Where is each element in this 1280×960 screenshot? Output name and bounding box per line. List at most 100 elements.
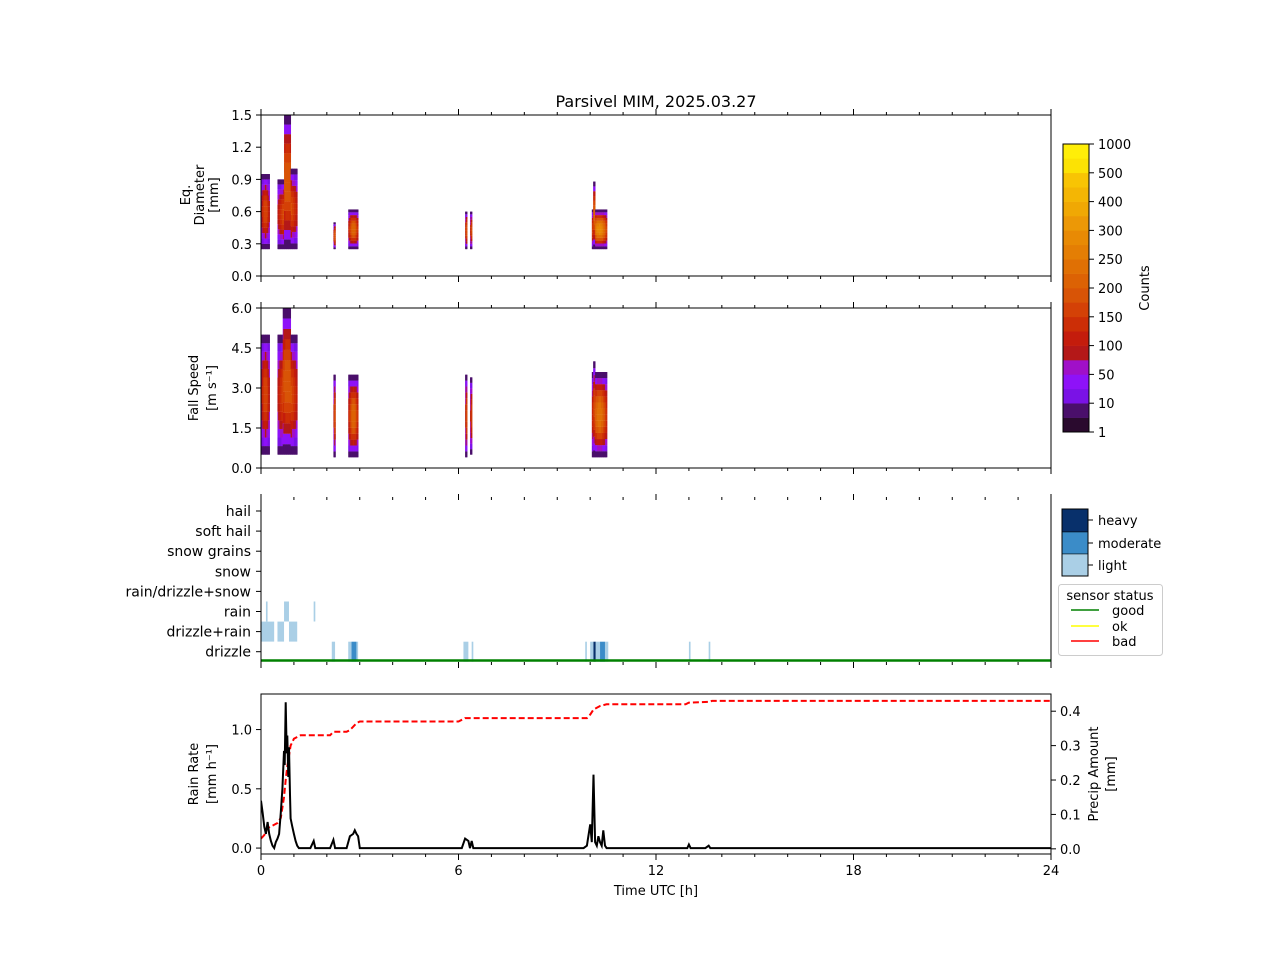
spectrum-cell — [288, 318, 290, 329]
spectrum-cell — [597, 372, 599, 379]
spectrum-cell — [350, 246, 352, 250]
spectrum-cell — [465, 238, 467, 242]
spectrum-cell — [592, 246, 594, 250]
spectrum-cell — [334, 410, 336, 416]
spectrum-cell — [293, 403, 295, 412]
spectrum-cell — [287, 201, 290, 211]
spectrum-cell — [281, 204, 283, 210]
spectrum-cell — [261, 206, 263, 212]
spectrum-cell — [282, 308, 284, 319]
spectrum-cell — [261, 351, 263, 361]
spectrum-cell — [278, 334, 280, 344]
spectrum-cell — [287, 381, 290, 392]
spectrum-cell — [593, 429, 595, 437]
spectrum-cell — [351, 212, 353, 216]
spectrum-cell — [295, 168, 297, 175]
spectrum-cell — [261, 411, 263, 421]
spectrum-cell — [292, 191, 294, 198]
spectrum-cell — [466, 416, 468, 422]
spectrum-cell — [283, 179, 285, 185]
spectrum-cell — [293, 377, 295, 387]
spectrum-cell — [348, 240, 350, 244]
spectrum-cell — [285, 220, 287, 230]
spectrum-cell — [282, 234, 284, 240]
spectrum-cell — [286, 381, 288, 392]
spectrum-cell — [288, 381, 290, 392]
spectrum-cell — [293, 334, 295, 344]
spectrum-cell — [277, 377, 279, 387]
spectrum-cell — [350, 398, 352, 405]
colorbar-segment — [1063, 417, 1089, 433]
spectrum-cell — [600, 451, 602, 458]
spectrum-cell — [264, 334, 267, 344]
spectrum-cell — [285, 172, 287, 183]
spectrum-cell — [334, 421, 336, 428]
spectrum-cell — [261, 200, 263, 207]
spectrum-cell — [349, 427, 351, 434]
spectrum-cell — [282, 219, 284, 225]
precip-type-cell — [265, 601, 268, 622]
spectrum-cell — [599, 226, 601, 230]
spectrum-cell — [279, 368, 281, 378]
spectrum-cell — [287, 412, 289, 424]
spectrum-cell — [599, 420, 601, 427]
spectrum-cell — [287, 239, 290, 250]
spectrum-cell — [350, 427, 352, 434]
spectrum-cell — [592, 426, 594, 433]
spectrum-cell — [290, 334, 292, 344]
spectrum-cell — [595, 372, 597, 379]
spectrum-cell — [286, 201, 288, 211]
spectrum-cell — [598, 217, 600, 221]
spectrum-cell — [600, 426, 602, 433]
spectrum-cell — [601, 223, 603, 227]
spectrum-cell — [292, 214, 294, 221]
spectrum-cell — [262, 216, 265, 223]
spectrum-cell — [266, 222, 268, 228]
spectrum-cell — [280, 428, 282, 438]
spectrum-cell — [352, 404, 354, 411]
spectrum-cell — [289, 444, 291, 455]
spectrum-cell — [268, 368, 270, 378]
spectrum-cell — [284, 349, 286, 361]
spectrum-cell — [594, 191, 596, 197]
spectrum-cell — [604, 232, 607, 235]
spectrum-cell — [262, 446, 265, 455]
spectrum-cell — [596, 378, 598, 385]
spectrum-cell — [351, 217, 353, 221]
spectrum-cell — [286, 308, 288, 319]
spectrum-cell — [597, 217, 599, 221]
spectrum-cell — [281, 219, 283, 225]
spectrum-cell — [287, 115, 289, 125]
spectrum-cell — [595, 229, 597, 233]
spectrum-cell — [278, 437, 280, 447]
spectrum-cell — [289, 381, 291, 392]
spectrum-cell — [354, 427, 356, 434]
spectrum-cell — [285, 191, 287, 202]
spectrum-cell — [333, 380, 335, 387]
spectrum-cell — [293, 368, 295, 378]
spectrum-cell — [604, 439, 606, 446]
spectrum-cell — [465, 216, 467, 220]
spectrum-cell — [268, 184, 270, 191]
spectrum-cell — [283, 239, 285, 245]
spectrum-cell — [350, 410, 352, 416]
spectrum-cell — [295, 231, 297, 238]
spectrum-cell — [348, 246, 350, 250]
spectrum-cell — [591, 420, 593, 427]
spectrum-cell — [465, 246, 467, 250]
spectrum-cell — [349, 220, 351, 224]
spectrum-cell — [594, 381, 596, 389]
spectrum-cell — [278, 229, 280, 235]
spectrum-cell — [290, 231, 292, 238]
spectrum-cell — [264, 195, 267, 201]
spectrum-cell — [262, 195, 265, 201]
spectrum-cell — [595, 215, 597, 218]
spectrum-cell — [287, 308, 289, 319]
rain-rate-axes: 0 6 12 18 240.00.51.00.00.10.20.30.4 — [231, 705, 1080, 879]
spectrum-cell — [291, 203, 293, 209]
spectrum-cell — [296, 231, 298, 238]
spectrum-cell — [466, 451, 468, 458]
spectrum-cell — [267, 184, 269, 191]
spectrum-cell — [280, 394, 282, 404]
spectrum-cell — [604, 234, 606, 238]
